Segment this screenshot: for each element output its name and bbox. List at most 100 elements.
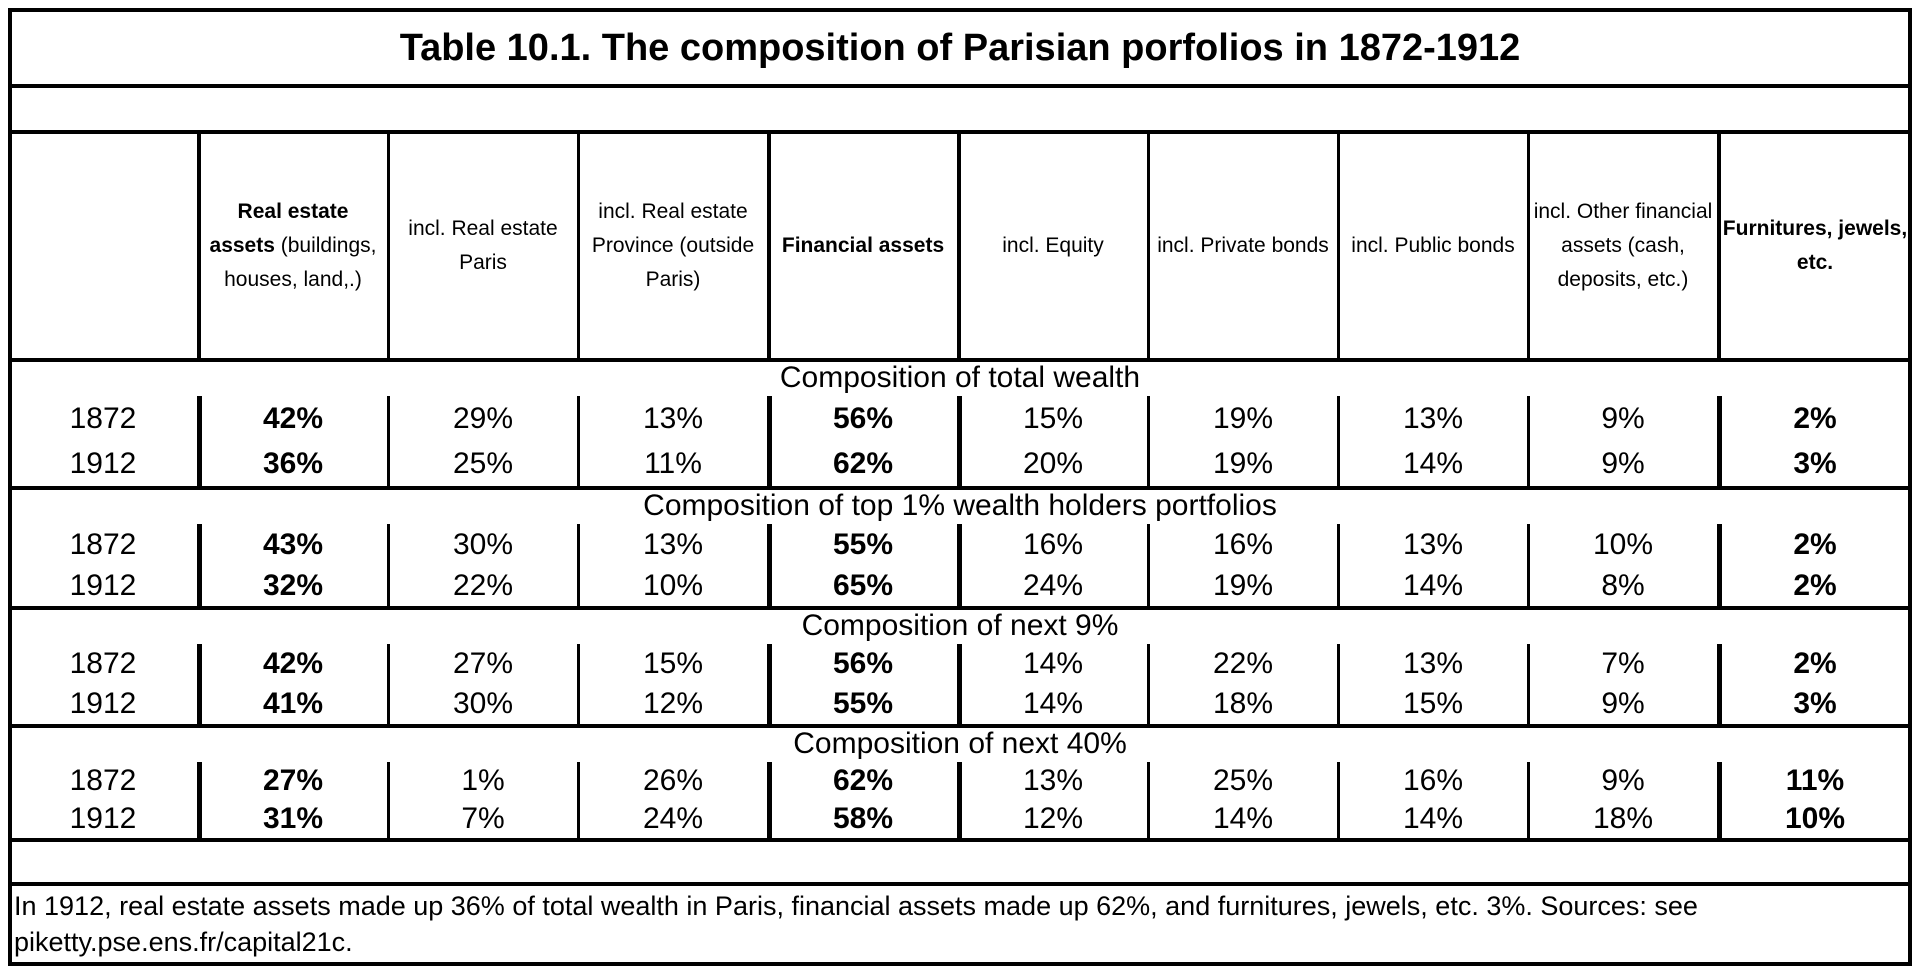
row-divider [1147,762,1150,842]
row-divider [1717,396,1722,490]
table-cell: 2% [1793,647,1837,680]
table-cell: 31% [262,802,324,835]
table-cell: 55% [832,687,894,720]
row-divider [1527,524,1530,610]
column-header-text: incl. Real estate Paris [392,212,574,280]
table-cell: 20% [1022,446,1084,480]
section-title: Composition of next 40% [793,727,1127,760]
row-divider [1337,524,1340,610]
table-cell: 16% [1212,527,1274,561]
column-header-1: Real estate assets (buildings, houses, l… [198,134,388,358]
table-frame: Table 10.1. The composition of Parisian … [8,8,1912,966]
table-cell: 65% [832,568,894,602]
table-cell: 2% [1793,401,1837,435]
column-header-text: Furnitures, jewels, etc. [1722,212,1908,280]
table-cell: 8% [1601,568,1645,602]
column-header-bold: Furnitures, jewels, etc. [1722,217,1908,274]
row-divider [1147,396,1150,490]
table-cell: 42% [262,647,324,680]
column-header-plain: incl. Private bonds [1157,234,1329,257]
table-cell: 9% [1601,764,1645,797]
row-divider [387,644,390,728]
spacer-row [8,84,1912,134]
header-divider [1717,130,1721,362]
row-year: 1912 [69,802,137,835]
row-year: 1912 [69,568,137,602]
table-cell: 25% [1212,764,1274,797]
table-cell: 3% [1793,446,1837,480]
row-divider [957,644,962,728]
section-title: Composition of next 9% [801,609,1119,642]
table-cell: 7% [461,802,505,835]
table-cell: 11% [644,446,702,480]
header-divider [1147,130,1150,362]
row-divider [197,396,202,490]
row-divider [1337,644,1340,728]
row-divider [1337,396,1340,490]
source-note: In 1912, real estate assets made up 36% … [14,891,1698,957]
table-cell: 7% [1601,647,1645,680]
table-cell: 15% [642,647,704,680]
table-cell: 3% [1793,687,1837,720]
table-cell: 56% [832,401,894,435]
table-cell: 9% [1601,446,1645,480]
row-divider [577,762,580,842]
row-divider [1717,762,1722,842]
table-cell: 16% [1402,764,1464,797]
table-cell: 22% [452,568,514,602]
column-header-plain: incl. Real estate Province (outside Pari… [591,200,755,291]
table-title: Table 10.1. The composition of Parisian … [399,26,1521,69]
row-divider [1527,644,1530,728]
table-cell: 11% [1785,764,1845,797]
table-cell: 16% [1022,527,1084,561]
column-header-bold: Financial assets [781,234,945,257]
row-divider [1147,644,1150,728]
column-header-5: incl. Equity [958,134,1148,358]
table-cell: 10% [642,568,704,602]
table-cell: 27% [262,764,324,797]
table-cell: 18% [1212,687,1274,720]
row-divider [387,762,390,842]
table-cell: 43% [262,527,324,561]
table-cell: 14% [1212,802,1274,835]
column-header-0 [8,134,198,358]
column-header-plain: (buildings, houses, land,.) [224,234,377,291]
table-cell: 9% [1601,687,1645,720]
column-header-plain: incl. Equity [1002,234,1104,257]
row-divider [1717,644,1722,728]
row-divider [197,524,202,610]
column-header-plain: incl. Public bonds [1351,234,1515,257]
row-year: 1872 [69,647,137,680]
table-cell: 10% [1784,802,1846,835]
column-header-text: incl. Public bonds [1351,229,1514,263]
row-divider [577,524,580,610]
column-header-text: Financial assets [782,229,944,263]
table-cell: 26% [642,764,704,797]
table-cell: 24% [642,802,704,835]
row-divider [767,644,772,728]
header-divider [1337,130,1340,362]
row-divider [1527,762,1530,842]
row-divider [197,644,202,728]
table-cell: 30% [452,527,514,561]
header-divider [767,130,771,362]
row-divider [577,396,580,490]
row-divider [767,762,772,842]
column-header-7: incl. Public bonds [1338,134,1528,358]
column-header-text: Real estate assets (buildings, houses, l… [202,195,384,297]
table-cell: 18% [1592,802,1654,835]
table-cell: 62% [832,446,894,480]
column-header-bold: Real estate assets [209,200,349,257]
table-cell: 1% [461,764,505,797]
header-divider [1527,130,1530,362]
table-cell: 62% [832,764,894,797]
table-cell: 14% [1402,446,1464,480]
header-divider [387,130,390,362]
table-cell: 12% [642,687,704,720]
row-divider [387,396,390,490]
column-header-8: incl. Other financial assets (cash, depo… [1528,134,1718,358]
table-cell: 14% [1402,802,1464,835]
bottom-spacer-row [8,838,1912,886]
column-header-text: incl. Private bonds [1157,229,1329,263]
column-header-3: incl. Real estate Province (outside Pari… [578,134,768,358]
